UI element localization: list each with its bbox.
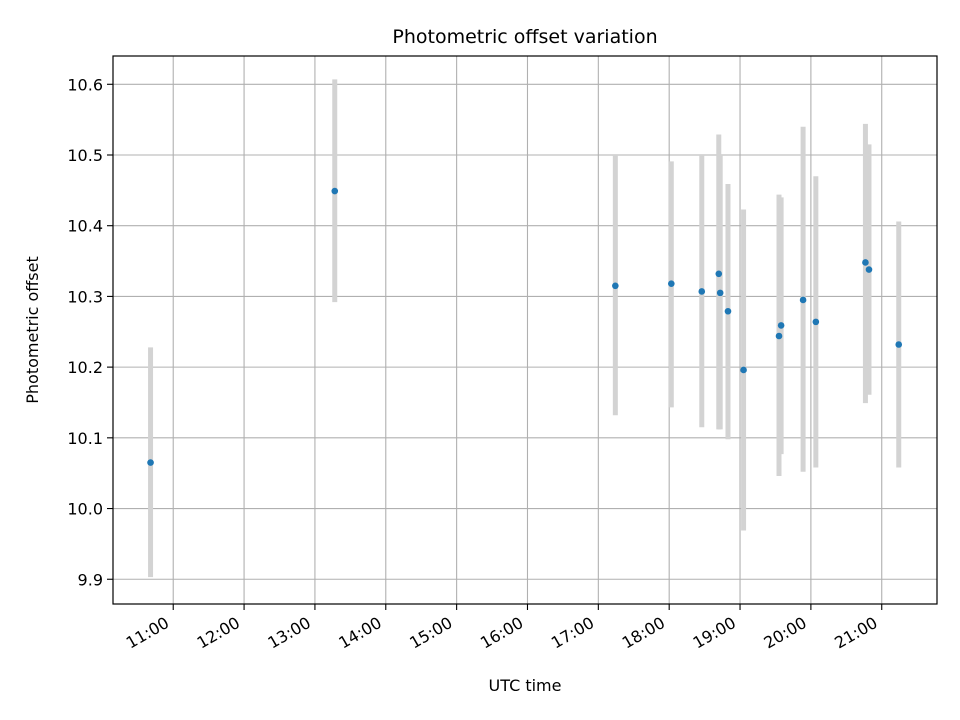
data-point <box>716 289 724 297</box>
y-tick-label: 10.1 <box>67 429 103 448</box>
data-point <box>612 282 619 290</box>
data-point <box>331 187 339 195</box>
data-point <box>740 366 747 374</box>
data-point <box>812 318 820 326</box>
y-tick-label: 10.0 <box>67 500 103 519</box>
data-point <box>775 332 783 340</box>
data-point <box>865 266 873 273</box>
plot-frame <box>112 55 938 605</box>
y-axis-ticks: 9.9 10.0 10.1 10.2 10.3 10.4 10.5 10.6 <box>67 75 113 589</box>
y-tick-label: 10.5 <box>67 146 103 165</box>
y-tick-label: 9.9 <box>78 570 103 589</box>
data-point <box>147 459 154 466</box>
data-point <box>799 296 807 304</box>
y-tick-label: 10.6 <box>67 75 103 94</box>
data-point <box>668 280 675 287</box>
data-point <box>777 322 785 329</box>
y-axis-title: Photometric offset <box>23 256 42 404</box>
y-tick-label: 10.4 <box>67 217 103 236</box>
data-point <box>724 307 732 315</box>
data-point <box>895 341 903 348</box>
grid <box>113 56 937 604</box>
y-tick-label: 10.3 <box>67 287 103 306</box>
data-point <box>862 259 869 266</box>
data-point <box>698 288 706 295</box>
x-axis-title: UTC time <box>489 676 562 695</box>
data-point <box>715 270 723 278</box>
chart-title: Photometric offset variation <box>392 26 657 48</box>
y-tick-label: 10.2 <box>67 358 103 377</box>
data-points <box>147 187 903 466</box>
